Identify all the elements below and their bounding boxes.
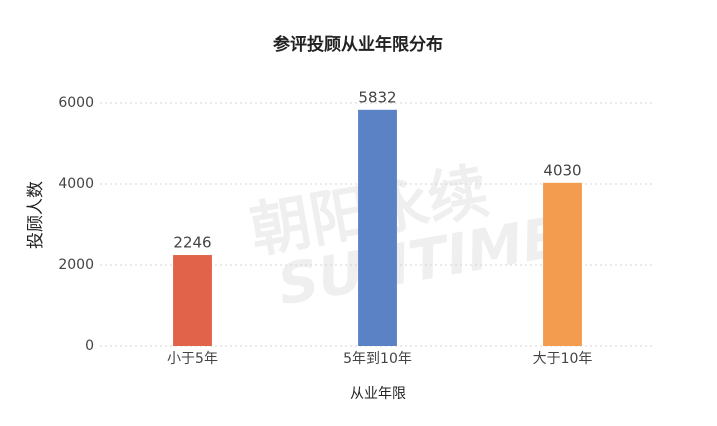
bar xyxy=(173,255,212,346)
y-tick-label: 0 xyxy=(85,338,94,354)
bar xyxy=(358,109,397,346)
x-axis-title: 从业年限 xyxy=(350,386,406,402)
value-label: 2246 xyxy=(173,234,211,252)
value-label: 5832 xyxy=(358,88,396,106)
y-tick-label: 4000 xyxy=(58,176,94,192)
x-tick-label: 大于10年 xyxy=(533,351,593,367)
y-axis-title: 投顾人数 xyxy=(26,181,46,249)
chart-title: 参评投顾从业年限分布 xyxy=(273,34,443,55)
value-label: 4030 xyxy=(543,161,581,179)
x-tick-label: 5年到10年 xyxy=(343,351,412,367)
bar xyxy=(543,182,582,346)
x-tick-label: 小于5年 xyxy=(167,351,218,367)
y-tick-label: 2000 xyxy=(58,257,94,273)
y-tick-label: 6000 xyxy=(58,95,94,111)
